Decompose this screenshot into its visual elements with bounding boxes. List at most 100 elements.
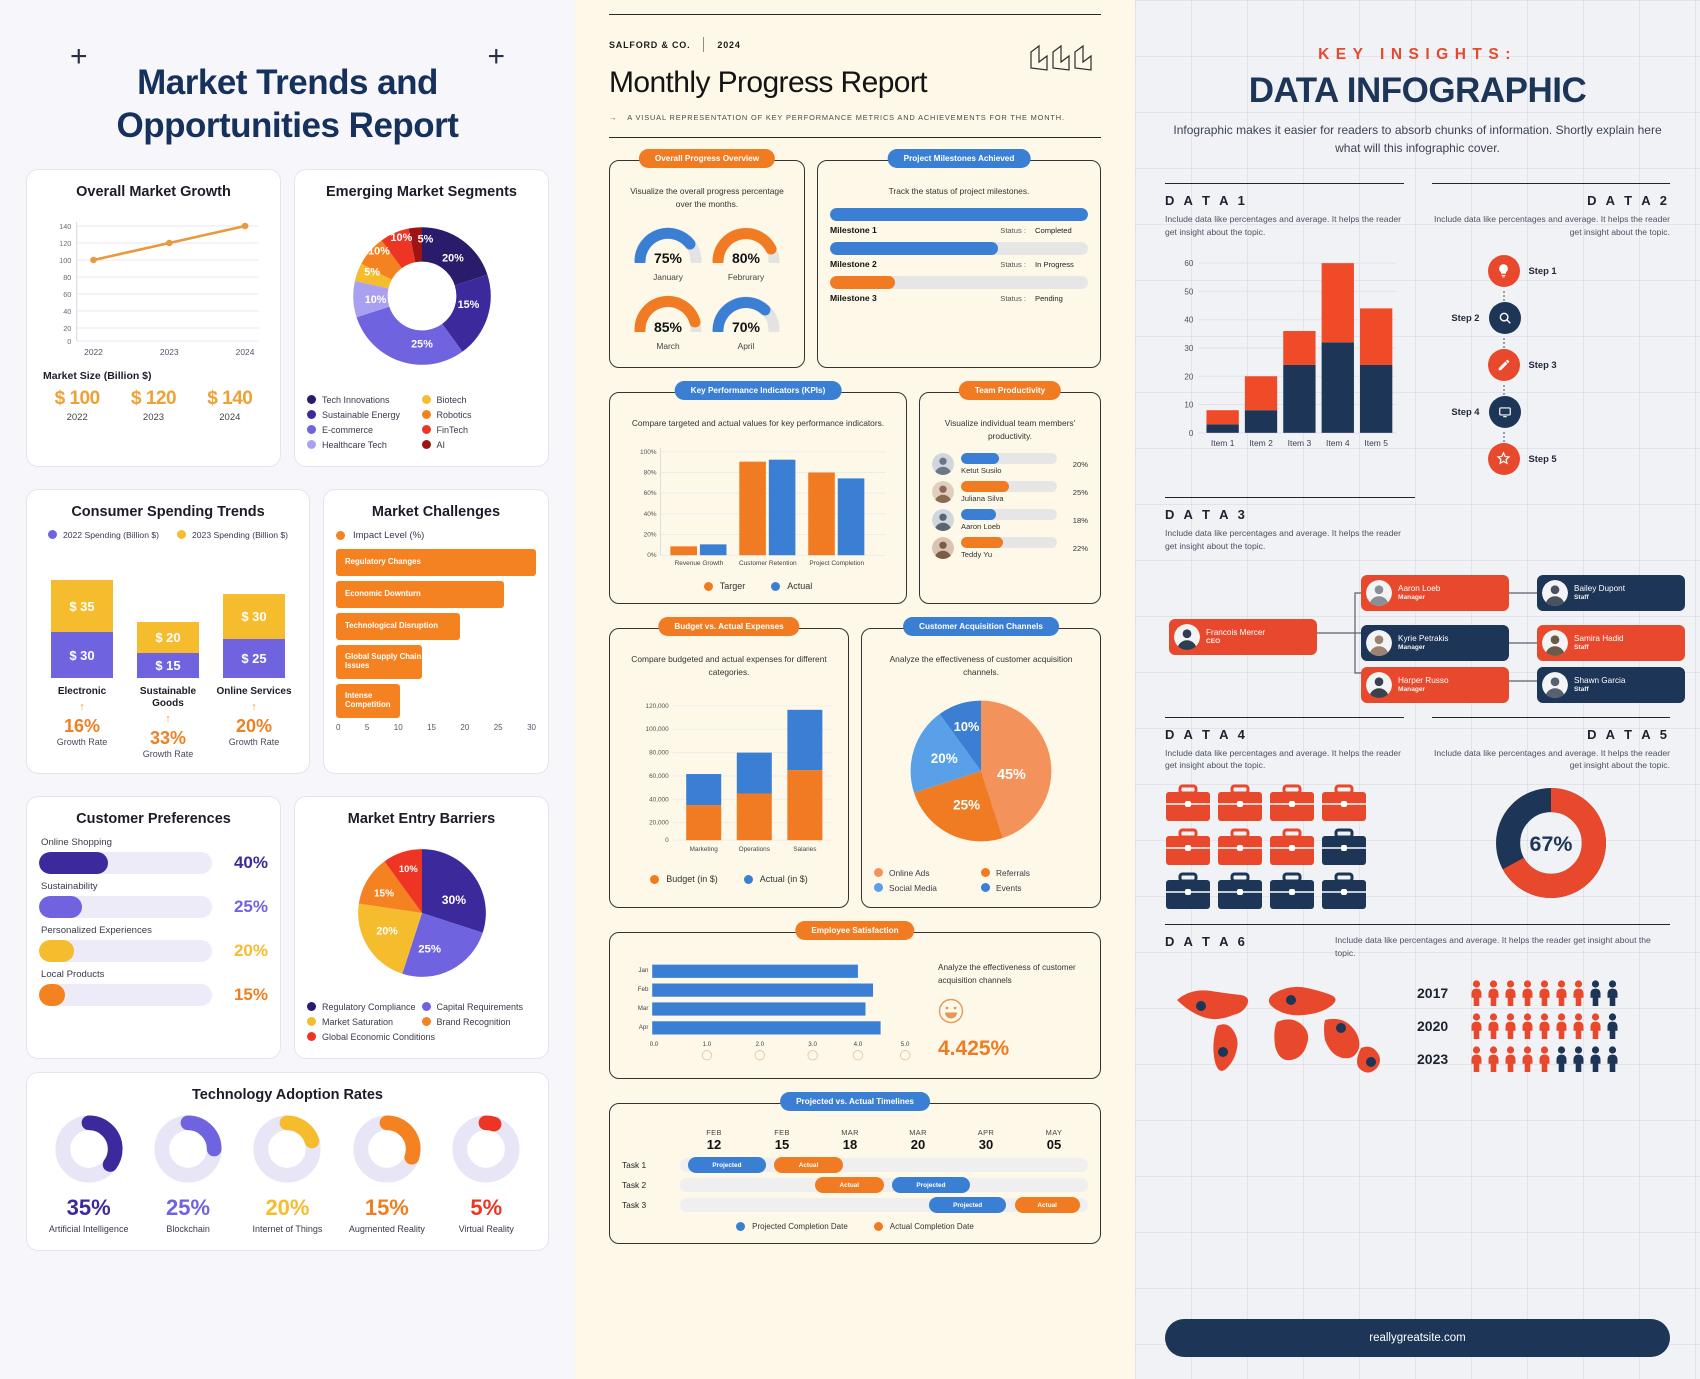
actual-chip: Actual bbox=[814, 1177, 884, 1194]
legend-swatch bbox=[981, 868, 990, 878]
market-size-values: $ 100 2022 $ 120 2023 $ 140 2024 bbox=[39, 388, 268, 423]
legend-swatch bbox=[307, 395, 316, 405]
footer-website[interactable]: reallygreatsite.com bbox=[1165, 1319, 1670, 1357]
person-role: Staff bbox=[1574, 685, 1589, 693]
step-item-1[interactable]: Step 1 bbox=[1487, 254, 1671, 287]
date-month: MAR bbox=[841, 1128, 859, 1138]
briefcase-icon bbox=[1218, 784, 1262, 822]
growth-caption: Growth Rate bbox=[142, 749, 194, 760]
svg-text:40: 40 bbox=[63, 309, 71, 317]
svg-text:5%: 5% bbox=[417, 234, 433, 246]
member-value: 18% bbox=[1072, 515, 1088, 525]
legend-swatch bbox=[336, 531, 345, 541]
legend-swatch bbox=[874, 883, 883, 893]
top-rule bbox=[609, 14, 1101, 15]
legend-item: 2022 Spending (Billion $) bbox=[47, 530, 159, 540]
svg-text:0: 0 bbox=[1189, 429, 1194, 438]
card-description: Analyze the effectiveness of customer ac… bbox=[889, 654, 1073, 678]
person-icon bbox=[1590, 1013, 1601, 1039]
smiley-icon bbox=[938, 998, 964, 1023]
briefcase-icon bbox=[1322, 784, 1366, 822]
progress-track bbox=[830, 242, 1088, 256]
progress-track bbox=[961, 537, 1057, 549]
svg-text:25%: 25% bbox=[953, 797, 980, 812]
growth-value: 33% bbox=[149, 728, 187, 749]
legend-swatch bbox=[736, 1222, 746, 1232]
legend-label: AI bbox=[436, 439, 446, 450]
card-description: Visualize individual team members' produ… bbox=[944, 418, 1076, 442]
market-size-item: $ 140 2024 bbox=[207, 388, 253, 423]
step-item-5[interactable]: Step 5 bbox=[1487, 442, 1671, 475]
tech-label: Internet of Things bbox=[252, 1224, 323, 1235]
step-item-3[interactable]: Step 3 bbox=[1487, 348, 1671, 381]
briefcase-icon bbox=[1166, 828, 1210, 866]
legend-item: AI bbox=[421, 437, 537, 452]
growth-caption: Growth Rate bbox=[228, 737, 280, 748]
avatar bbox=[1174, 623, 1200, 650]
step-item-2[interactable]: Step 2 bbox=[1432, 301, 1671, 334]
svg-text:Marketing: Marketing bbox=[690, 846, 719, 853]
card-consumer-spending: Consumer Spending Trends 2022 Spending (… bbox=[26, 489, 310, 775]
card-employee-satisfaction: Employee Satisfaction Jan Feb Mar Apr 0.… bbox=[609, 921, 1101, 1080]
svg-text:Customer Retention: Customer Retention bbox=[739, 560, 797, 567]
step-label: Step 3 bbox=[1528, 359, 1557, 371]
legend-label: Actual bbox=[787, 581, 813, 592]
growth-rates-row: Electronic ↑ 16% Growth Rate Sustainable… bbox=[39, 686, 297, 759]
card-kpi: Key Performance Indicators (KPIs) Compar… bbox=[609, 381, 907, 605]
svg-text:80,000: 80,000 bbox=[649, 750, 669, 757]
bar-segment-2023: $ 30 bbox=[223, 594, 285, 640]
report-subtitle: A VISUAL REPRESENTATION OF KEY PERFORMAN… bbox=[627, 113, 1065, 122]
satisfaction-summary: Analyze the effectiveness of customer ac… bbox=[938, 962, 1088, 1060]
card-description: Compare targeted and actual values for k… bbox=[631, 418, 885, 429]
milestone-row: Milestone 2 Status : In Progress bbox=[830, 242, 1088, 269]
timeline-date: FEB 12 bbox=[680, 1128, 748, 1152]
avatar bbox=[1542, 579, 1568, 606]
bar-segment-2022: $ 15 bbox=[137, 653, 199, 679]
svg-text:140: 140 bbox=[59, 224, 71, 232]
svg-text:45%: 45% bbox=[997, 767, 1026, 783]
svg-text:60,000: 60,000 bbox=[649, 773, 669, 780]
gauge-month: March bbox=[656, 341, 680, 352]
projected-chip: Projected bbox=[688, 1157, 766, 1174]
org-card-staff-3[interactable]: Shawn Garcia Staff bbox=[1537, 666, 1685, 703]
progress-track bbox=[961, 481, 1057, 493]
market-size-value: $ 140 bbox=[207, 388, 253, 410]
progress-fill bbox=[961, 537, 1004, 549]
legend-label: Actual Completion Date bbox=[889, 1222, 974, 1232]
person-role: Manager bbox=[1398, 643, 1426, 651]
card-pill: Customer Acquisition Channels bbox=[903, 617, 1059, 637]
donut-chart-iot bbox=[253, 1115, 322, 1183]
milestone-name: Milestone 1 bbox=[830, 225, 877, 236]
date-day: 20 bbox=[910, 1137, 926, 1153]
years-pictogram: 2017 bbox=[1417, 980, 1620, 1079]
date-month: MAR bbox=[909, 1128, 927, 1138]
org-card-staff-1[interactable]: Bailey Dupont Staff bbox=[1537, 574, 1685, 611]
avatar bbox=[932, 537, 954, 560]
satisfaction-description: Analyze the effectiveness of customer ac… bbox=[938, 963, 1076, 986]
legend-item: Global Economic Conditions bbox=[307, 1029, 536, 1044]
person-icon bbox=[1556, 1013, 1567, 1039]
org-card-manager-3[interactable]: Harper Russo Manager bbox=[1361, 666, 1509, 703]
legend-item: Referrals bbox=[981, 865, 1088, 880]
org-card-ceo[interactable]: Francois Mercer CEO bbox=[1169, 618, 1317, 655]
legend-swatch bbox=[307, 1002, 316, 1012]
svg-text:10%: 10% bbox=[364, 294, 386, 306]
person-role: Manager bbox=[1398, 685, 1426, 693]
briefcase-pictogram bbox=[1165, 784, 1377, 910]
briefcase-icon bbox=[1166, 872, 1210, 910]
step-item-4[interactable]: Step 4 bbox=[1432, 395, 1671, 428]
donut-chart-segments: 20% 15% 25% 10% 5% 10% 10% 5% bbox=[307, 210, 536, 382]
team-member-row: Juliana Silva 25% bbox=[932, 481, 1088, 504]
preference-item: Sustainability 25% bbox=[39, 881, 268, 919]
page-market-trends: + + Market Trends and Opportunities Repo… bbox=[0, 0, 575, 1379]
avatar bbox=[1366, 579, 1392, 606]
legend-item: Tech Innovations bbox=[307, 392, 422, 407]
legend-item: Budget (in $) bbox=[650, 874, 718, 884]
org-card-staff-2[interactable]: Samira Hadid Staff bbox=[1537, 624, 1685, 661]
org-card-manager-1[interactable]: Aaron Loeb Manager bbox=[1361, 574, 1509, 611]
org-card-manager-2[interactable]: Kyrie Petrakis Manager bbox=[1361, 624, 1509, 661]
progress-track bbox=[39, 984, 212, 1007]
market-size-item: $ 120 2023 bbox=[131, 388, 177, 423]
axis-tick: 15 bbox=[427, 723, 436, 733]
avatar bbox=[932, 453, 954, 476]
